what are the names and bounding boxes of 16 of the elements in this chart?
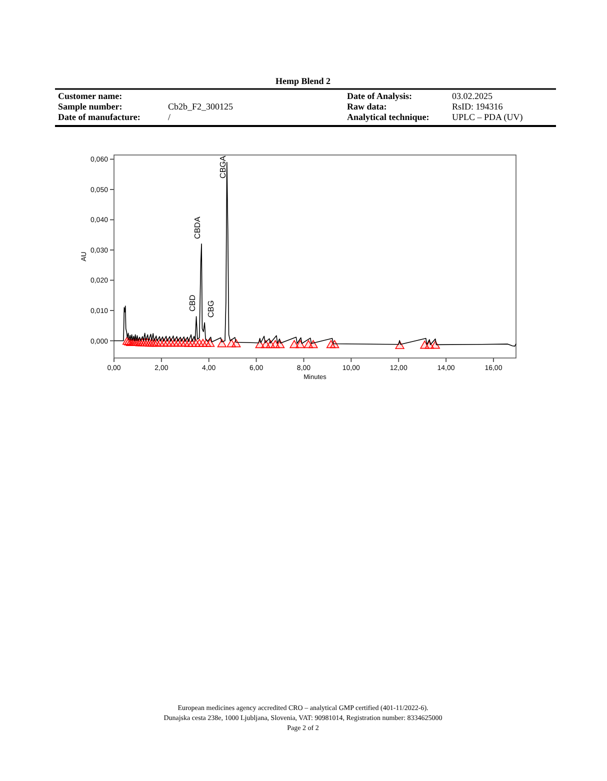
chart-title: Hemp Blend 2 [275,76,331,86]
text: RsID: 194316 [452,102,504,112]
annotation: CBDA [193,216,202,239]
text: Raw data: [347,102,387,112]
text: Date of manufacture: [58,112,140,122]
text: Date of Analysis: [347,91,412,101]
text: 03.02.2025 [452,91,493,101]
annotation: CBGA [218,155,228,178]
text: UPLC – PDA (UV) [452,112,523,122]
text: Analytical technique: [347,112,430,122]
text: Sample number: [58,102,122,112]
text: Customer name: [58,91,122,101]
annotation: CBD [188,294,197,312]
text: / [168,112,171,122]
annotation: CBG [206,300,216,318]
text: Cb2b_F2_300125 [168,102,234,112]
